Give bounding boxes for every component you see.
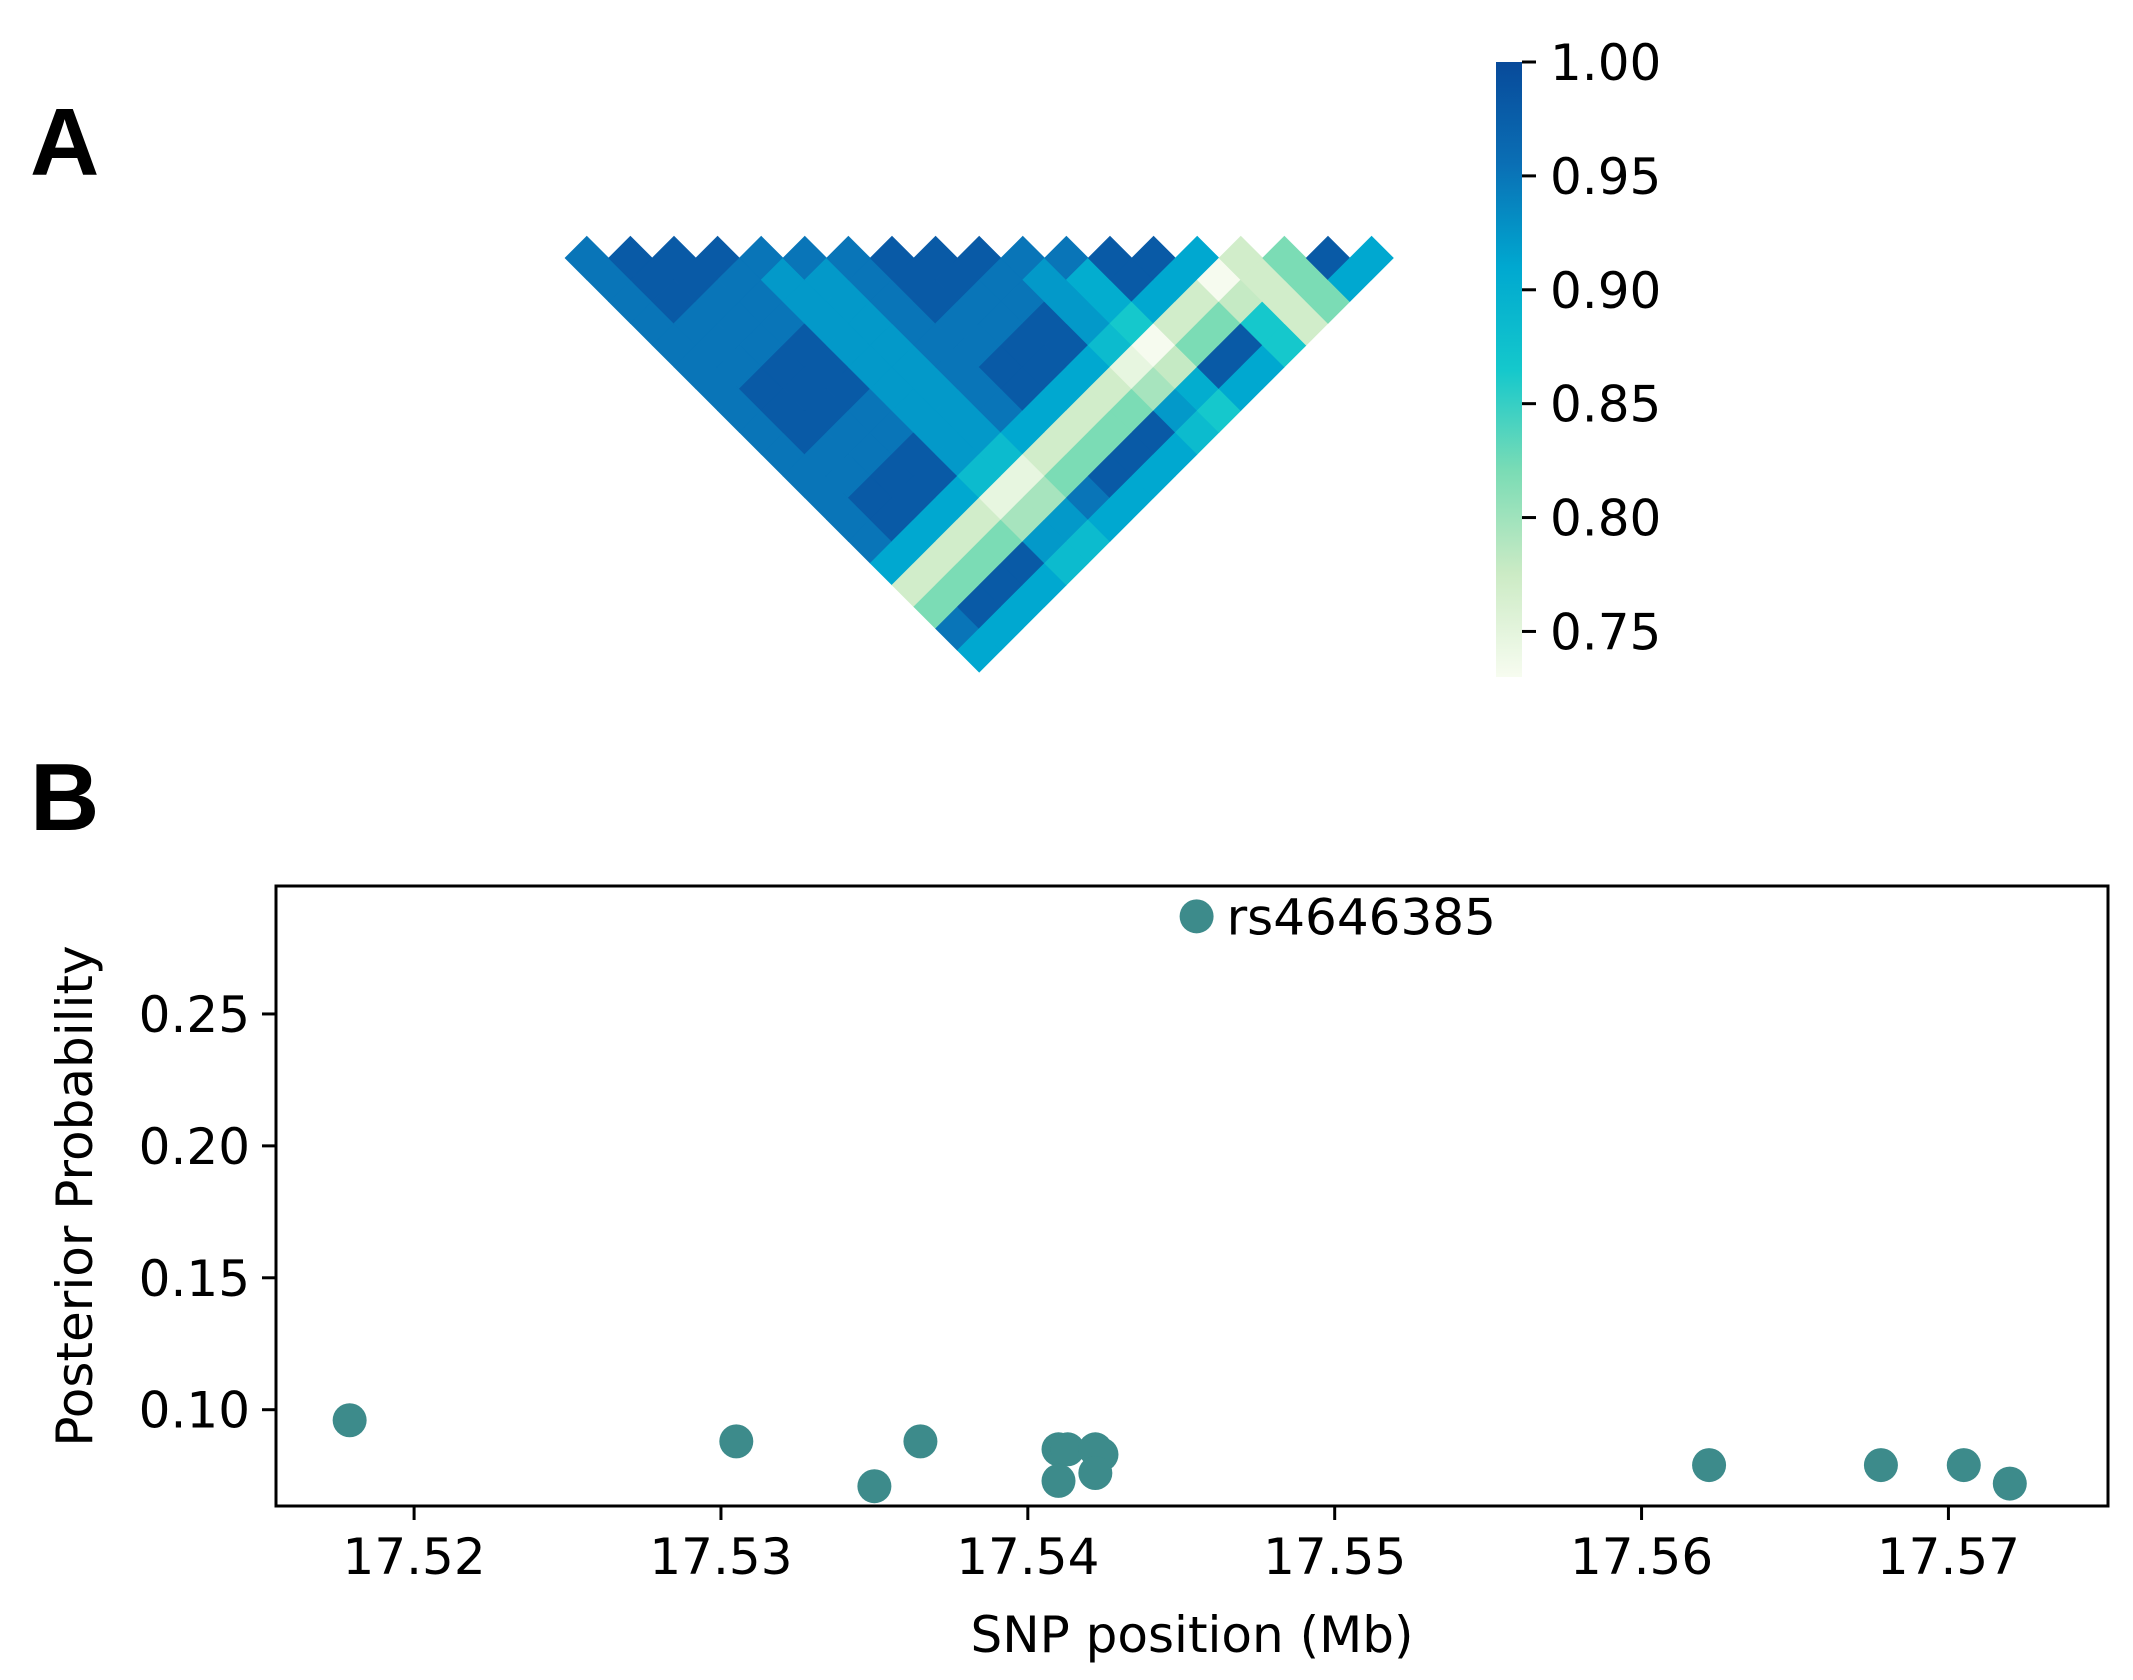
x-axis-title: SNP position (Mb) bbox=[970, 1606, 1413, 1664]
panel-label-a: A bbox=[30, 89, 99, 196]
y-tick-label: 0.15 bbox=[139, 1250, 250, 1308]
data-point bbox=[857, 1469, 892, 1504]
colorbar-gradient bbox=[1496, 62, 1522, 677]
colorbar-tick-label: 0.90 bbox=[1550, 262, 1661, 320]
data-point bbox=[719, 1424, 754, 1459]
colorbar-tick-label: 0.85 bbox=[1550, 376, 1661, 434]
x-tick-label: 17.55 bbox=[1263, 1528, 1406, 1586]
colorbar-tick-label: 0.75 bbox=[1550, 603, 1661, 661]
x-ticks: 17.52 17.53 17.54 17.55 17.56 17.57 bbox=[343, 1506, 2020, 1586]
point-annotation: rs4646385 bbox=[1227, 888, 1496, 946]
data-point bbox=[1692, 1448, 1727, 1483]
y-axis-title: Posterior Probability bbox=[46, 945, 104, 1446]
colorbar-tick-label: 1.00 bbox=[1550, 34, 1661, 92]
scatter-plot: 0.100.150.200.25 17.52 17.53 17.54 17.55 17.… bbox=[46, 884, 2110, 1664]
data-point bbox=[1078, 1456, 1113, 1491]
data-point bbox=[1179, 899, 1214, 934]
x-tick-label: 17.57 bbox=[1877, 1528, 2020, 1586]
data-point bbox=[1863, 1448, 1898, 1483]
ld-heatmap bbox=[564, 235, 1394, 673]
x-tick-label: 17.53 bbox=[649, 1528, 792, 1586]
data-point bbox=[1050, 1432, 1085, 1467]
colorbar: 1.00 0.95 0.90 0.85 0.80 0.75 bbox=[1496, 34, 1661, 677]
y-tick-label: 0.25 bbox=[139, 986, 250, 1044]
panel-label-b: B bbox=[30, 744, 99, 851]
x-tick-label: 17.54 bbox=[956, 1528, 1099, 1586]
y-tick-label: 0.10 bbox=[139, 1382, 250, 1440]
plot-frame bbox=[274, 884, 2110, 1508]
data-point bbox=[1041, 1463, 1076, 1498]
x-tick-label: 17.52 bbox=[343, 1528, 486, 1586]
data-point bbox=[1992, 1466, 2027, 1501]
data-points: rs4646385 bbox=[332, 888, 2027, 1504]
data-point bbox=[903, 1424, 938, 1459]
colorbar-tick-label: 0.95 bbox=[1550, 148, 1661, 206]
data-point bbox=[1946, 1448, 1981, 1483]
ld-cell bbox=[1349, 235, 1394, 281]
y-tick-label: 0.20 bbox=[139, 1118, 250, 1176]
data-point bbox=[332, 1403, 367, 1438]
x-tick-label: 17.56 bbox=[1570, 1528, 1713, 1586]
y-ticks: 0.10 0.15 0.20 0.25 bbox=[139, 986, 276, 1440]
colorbar-tick-label: 0.80 bbox=[1550, 490, 1661, 548]
colorbar-ticks: 1.00 0.95 0.90 0.85 0.80 0.75 bbox=[1522, 34, 1661, 661]
